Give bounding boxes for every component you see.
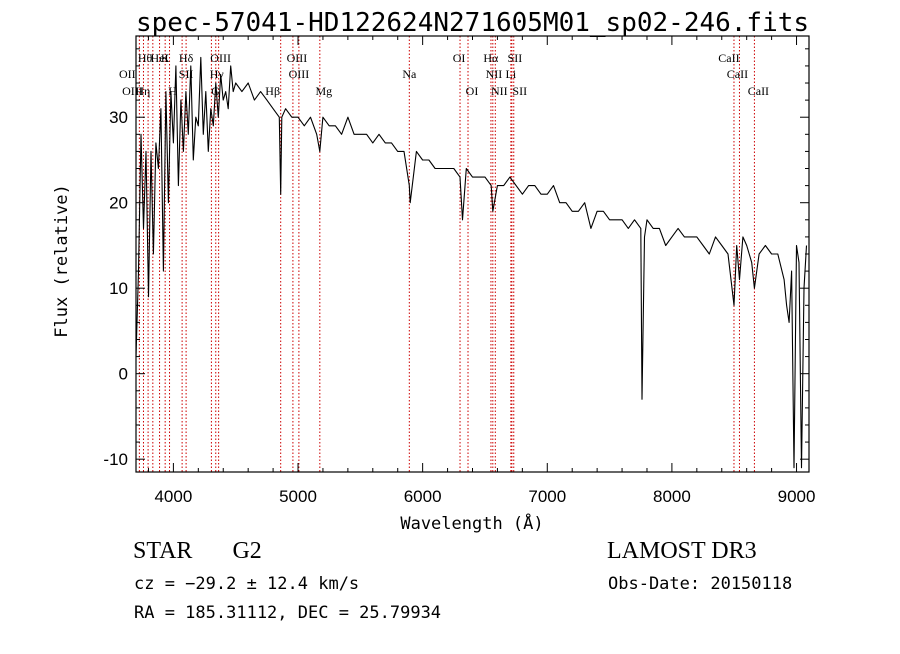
line-marker-label: OIII xyxy=(289,67,310,81)
line-marker-label: Na xyxy=(402,67,417,81)
object-class-value: STAR xyxy=(133,538,193,564)
x-tick-label: 9000 xyxy=(778,487,816,506)
x-tick-label: 8000 xyxy=(653,487,691,506)
line-marker-label: OII xyxy=(119,67,136,81)
obs-date-readout: Obs-Date: 20150118 xyxy=(608,574,793,594)
object-class: STAR G2 xyxy=(133,538,262,565)
plot-frame xyxy=(135,35,810,473)
line-marker-label: NII xyxy=(486,67,503,81)
line-marker-label: H xyxy=(168,84,177,98)
line-marker-label: Hβ xyxy=(265,84,280,98)
line-marker-label: OIII xyxy=(122,84,143,98)
line-marker-label: Hθ xyxy=(138,51,153,65)
redshift-readout: cz = −29.2 ± 12.4 km/s xyxy=(134,574,360,594)
line-marker-label: OI xyxy=(453,51,466,65)
line-marker-label: SII xyxy=(512,84,527,98)
line-marker-label: Hδ xyxy=(179,51,194,65)
line-marker-label: Mg xyxy=(315,84,332,98)
plot-title: spec-57041-HD122624N271605M01_sp02-246.f… xyxy=(135,8,810,38)
x-tick-label: 6000 xyxy=(404,487,442,506)
y-axis-label: Flux (relative) xyxy=(52,184,72,338)
line-marker-label: NII xyxy=(491,84,508,98)
survey-name: LAMOST DR3 xyxy=(607,538,757,564)
x-tick-label: 4000 xyxy=(154,487,192,506)
flux-series-line xyxy=(135,56,808,469)
x-axis-label: Wavelength (Å) xyxy=(400,512,543,534)
line-marker-label: CaII xyxy=(748,84,769,98)
x-tick-label: 7000 xyxy=(528,487,566,506)
y-tick-label: 10 xyxy=(109,279,128,298)
line-marker-label: Hγ xyxy=(210,67,225,81)
y-tick-label: -10 xyxy=(103,450,128,469)
line-marker-label: OI xyxy=(466,84,479,98)
y-tick-label: 20 xyxy=(109,194,128,213)
spectral-type-value: G2 xyxy=(232,538,262,564)
x-axis-ticks: 4000 5000 6000 7000 8000 9000 xyxy=(147,36,816,506)
line-marker-label: K xyxy=(161,51,170,65)
line-marker-label: OIII xyxy=(287,51,308,65)
line-marker-label: CaII xyxy=(718,51,739,65)
line-marker-label: OIII xyxy=(210,51,231,65)
line-marker-label: CaII xyxy=(727,67,748,81)
line-marker-label: SII xyxy=(508,51,523,65)
y-axis-ticks: -10 0 10 20 30 xyxy=(103,48,809,469)
line-marker-label: HeI xyxy=(151,51,169,65)
x-tick-label: 5000 xyxy=(279,487,317,506)
line-marker-label: Hη xyxy=(135,84,150,98)
line-marker-label: SII xyxy=(179,67,194,81)
emission-line-markers xyxy=(138,36,755,472)
line-marker-label: Li xyxy=(506,67,517,81)
y-tick-label: 30 xyxy=(109,108,128,127)
coordinates-readout: RA = 185.31112, DEC = 25.79934 xyxy=(134,603,442,623)
line-marker-label: Hα xyxy=(483,51,499,65)
y-tick-label: 0 xyxy=(119,365,128,384)
